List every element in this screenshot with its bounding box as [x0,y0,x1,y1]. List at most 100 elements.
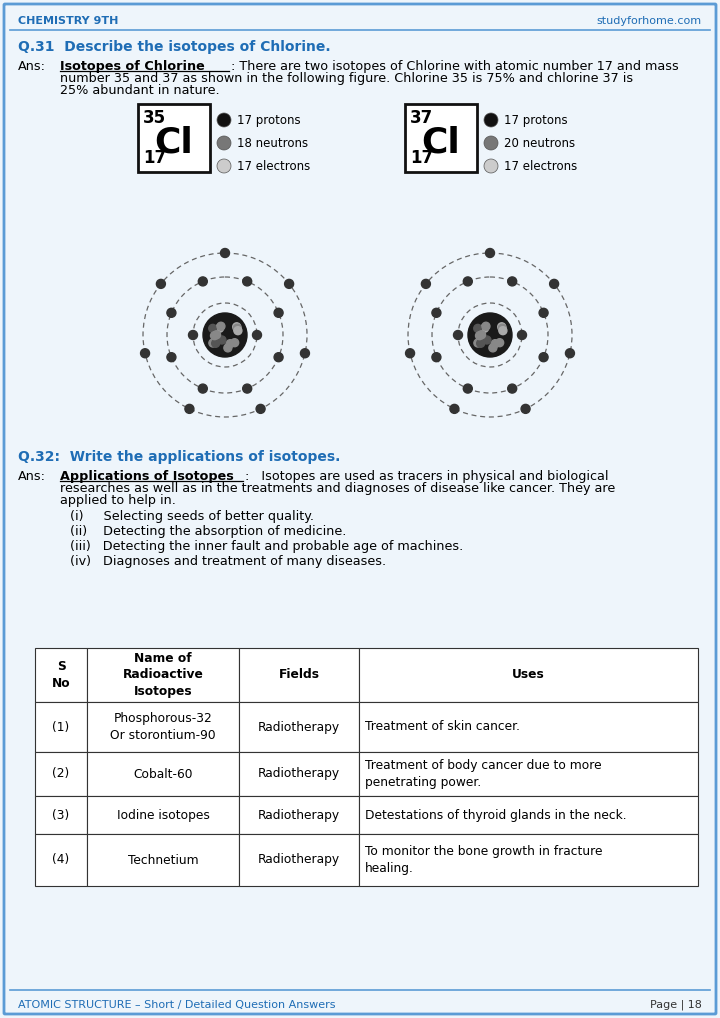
FancyBboxPatch shape [138,104,210,172]
FancyBboxPatch shape [87,796,239,834]
FancyBboxPatch shape [239,796,359,834]
Text: Radiotherapy: Radiotherapy [258,768,340,781]
Text: Cobalt-60: Cobalt-60 [133,768,193,781]
Text: Cl: Cl [155,125,194,159]
Text: : There are two isotopes of Chlorine with atomic number 17 and mass: : There are two isotopes of Chlorine wit… [231,60,679,73]
Text: (3): (3) [53,808,70,822]
FancyBboxPatch shape [35,648,87,702]
Circle shape [234,327,242,335]
FancyBboxPatch shape [35,796,87,834]
Circle shape [274,308,283,318]
Circle shape [212,331,220,339]
Circle shape [167,352,176,361]
Circle shape [215,325,223,332]
Text: Page | 18: Page | 18 [650,1000,702,1011]
Text: 17: 17 [143,149,166,167]
Text: :   Isotopes are used as tracers in physical and biological: : Isotopes are used as tracers in physic… [245,470,608,483]
Circle shape [499,327,507,335]
Text: Detestations of thyroid glands in the neck.: Detestations of thyroid glands in the ne… [365,808,626,822]
FancyBboxPatch shape [359,702,698,752]
Text: (4): (4) [53,853,70,866]
Text: Radiotherapy: Radiotherapy [258,808,340,822]
Text: Applications of Isotopes: Applications of Isotopes [60,470,234,483]
Circle shape [495,339,504,347]
Circle shape [185,404,194,413]
Text: Technetium: Technetium [127,853,198,866]
Circle shape [284,279,294,288]
Circle shape [518,331,526,339]
Text: Uses: Uses [512,669,545,681]
Circle shape [256,404,265,413]
Circle shape [474,325,482,333]
Text: number 35 and 37 as shown in the following figure. Chlorine 35 is 75% and chlori: number 35 and 37 as shown in the followi… [60,72,633,84]
FancyBboxPatch shape [35,752,87,796]
Text: (iv)   Diagnoses and treatment of many diseases.: (iv) Diagnoses and treatment of many dis… [70,555,386,568]
Text: CHEMISTRY 9TH: CHEMISTRY 9TH [18,16,118,26]
Text: 17 protons: 17 protons [504,113,567,126]
Text: Name of
Radioactive
Isotopes: Name of Radioactive Isotopes [122,652,204,698]
Text: (1): (1) [53,721,70,734]
Circle shape [253,331,261,339]
Circle shape [484,136,498,150]
Circle shape [230,339,238,347]
Circle shape [220,248,230,258]
Circle shape [226,340,234,348]
Text: Fields: Fields [279,669,320,681]
Text: 17 electrons: 17 electrons [504,160,577,172]
FancyBboxPatch shape [239,648,359,702]
Circle shape [498,323,505,331]
Text: Isotopes of Chlorine: Isotopes of Chlorine [60,60,204,73]
Text: 37: 37 [410,109,433,127]
Circle shape [485,248,495,258]
Circle shape [189,331,197,339]
Circle shape [549,279,559,288]
Circle shape [218,336,226,344]
Text: Treatment of skin cancer.: Treatment of skin cancer. [365,721,520,734]
Text: Cl: Cl [422,125,460,159]
Circle shape [468,313,512,357]
Text: To monitor the bone growth in fracture
healing.: To monitor the bone growth in fracture h… [365,845,603,874]
Text: Q.31  Describe the isotopes of Chlorine.: Q.31 Describe the isotopes of Chlorine. [18,40,330,54]
FancyBboxPatch shape [359,796,698,834]
Text: 25% abundant in nature.: 25% abundant in nature. [60,84,220,97]
Text: 20 neutrons: 20 neutrons [504,136,575,150]
Text: 17 protons: 17 protons [237,113,301,126]
Text: studyforhome.com: studyforhome.com [597,16,702,26]
Circle shape [463,277,472,286]
FancyBboxPatch shape [87,702,239,752]
Circle shape [233,324,241,332]
Circle shape [405,349,415,357]
Circle shape [243,277,252,286]
Text: (ii)    Detecting the absorption of medicine.: (ii) Detecting the absorption of medicin… [70,525,346,538]
FancyBboxPatch shape [239,752,359,796]
Text: Radiotherapy: Radiotherapy [258,853,340,866]
Text: Ans:: Ans: [18,60,46,73]
Circle shape [432,352,441,361]
Circle shape [217,136,231,150]
Text: Iodine isotopes: Iodine isotopes [117,808,210,822]
Circle shape [432,308,441,318]
Circle shape [210,332,218,340]
Circle shape [217,323,225,330]
Circle shape [167,308,176,318]
Circle shape [274,352,283,361]
Circle shape [474,339,482,347]
FancyBboxPatch shape [359,834,698,886]
Text: S
No: S No [52,661,71,690]
Circle shape [140,349,150,357]
Circle shape [482,323,490,330]
Circle shape [198,384,207,393]
Text: Radiotherapy: Radiotherapy [258,721,340,734]
Circle shape [217,159,231,173]
FancyBboxPatch shape [359,648,698,702]
FancyBboxPatch shape [405,104,477,172]
Circle shape [477,339,485,347]
FancyBboxPatch shape [87,648,239,702]
FancyBboxPatch shape [359,752,698,796]
Text: 17 electrons: 17 electrons [237,160,310,172]
Circle shape [475,332,484,340]
FancyBboxPatch shape [87,752,239,796]
Circle shape [300,349,310,357]
Circle shape [217,113,231,127]
Text: (iii)   Detecting the inner fault and probable age of machines.: (iii) Detecting the inner fault and prob… [70,540,463,553]
